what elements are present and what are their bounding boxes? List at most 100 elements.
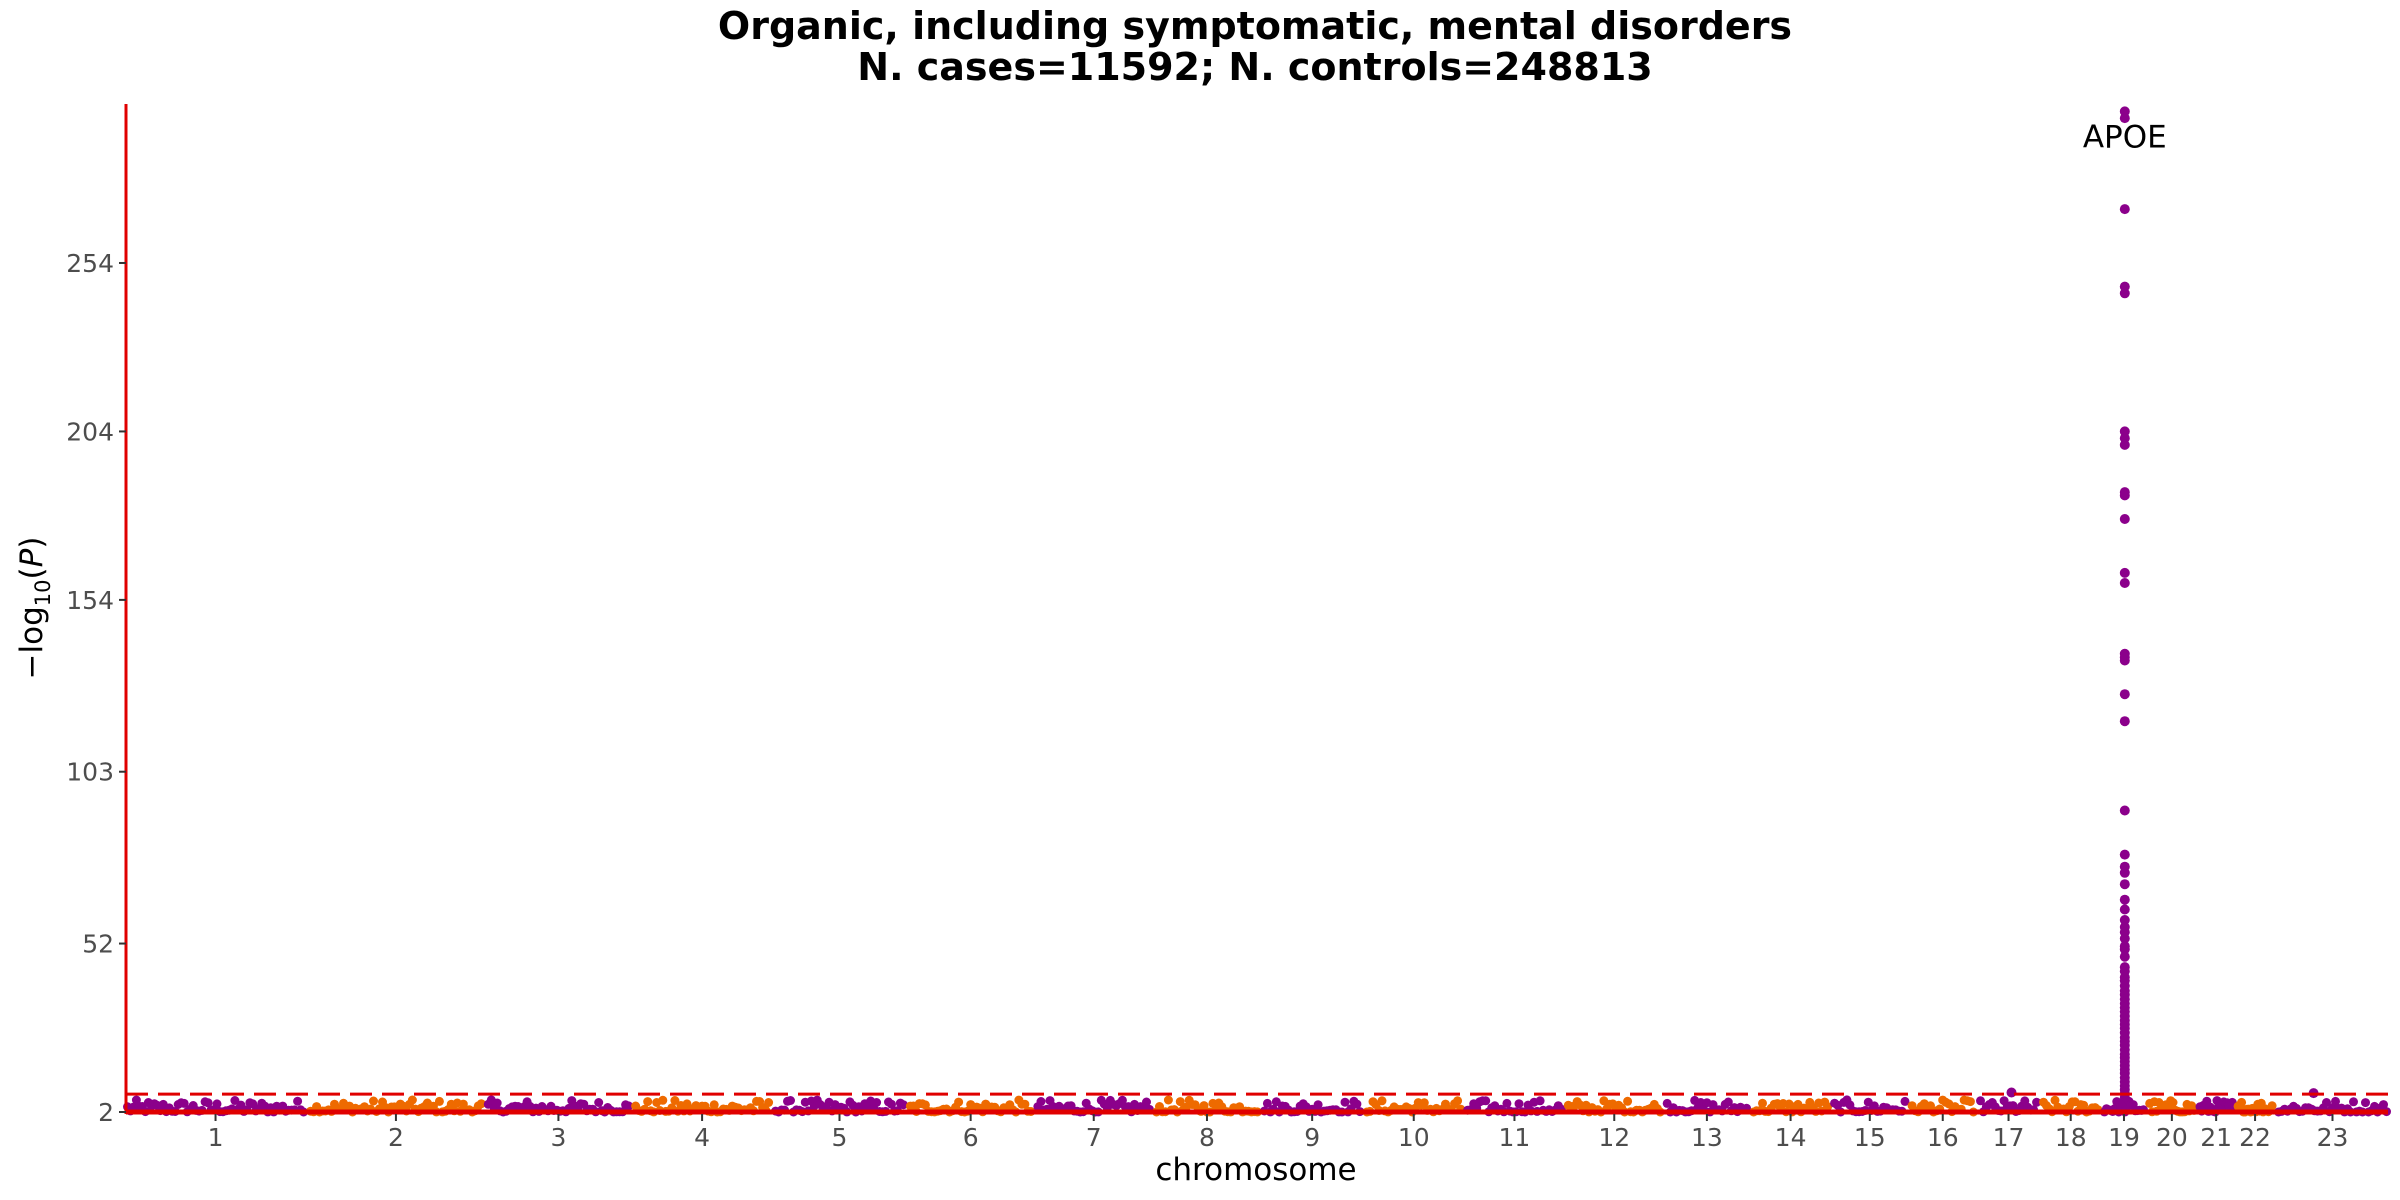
x-tick-label: 8 xyxy=(1199,1123,1215,1152)
snp-point xyxy=(2079,1100,2089,1110)
chart-title-line-1: Organic, including symptomatic, mental d… xyxy=(717,4,1793,48)
snp-point xyxy=(954,1097,964,1107)
snp-point xyxy=(1020,1099,1030,1109)
y-tick-label: 154 xyxy=(66,586,114,615)
snp-point xyxy=(658,1095,668,1105)
peak-layer xyxy=(2006,106,2319,1103)
x-tick-label: 15 xyxy=(1854,1123,1886,1152)
x-tick-label: 23 xyxy=(2317,1123,2349,1152)
apoe-snp-point xyxy=(2119,490,2130,501)
snp-point xyxy=(898,1100,908,1110)
y-tick-label: 254 xyxy=(66,249,114,278)
apoe-locus-points xyxy=(2119,106,2130,1103)
snp-point xyxy=(407,1095,417,1105)
apoe-snp-point xyxy=(2119,933,2130,944)
snp-point xyxy=(1352,1099,1362,1109)
x-tick-label: 4 xyxy=(694,1123,710,1152)
snp-point xyxy=(1976,1096,1985,1106)
apoe-snp-point xyxy=(2119,951,2130,962)
snp-point xyxy=(434,1096,444,1106)
apoe-snp-point xyxy=(2119,288,2130,299)
apoe-snp-point xyxy=(2119,904,2130,915)
snp-point xyxy=(1142,1097,1151,1107)
snp-point xyxy=(1758,1098,1767,1108)
apoe-snp-point xyxy=(2119,689,2130,700)
snp-point xyxy=(682,1099,692,1109)
snp-point xyxy=(1262,1098,1272,1108)
x-axis-ticks: 1 2 3 4 5 6 7 8 9 10 11 12 13 14 15 16 17 18 19 20 21 22 23 xyxy=(208,1114,2349,1152)
snp-point xyxy=(2032,1097,2042,1107)
apoe-snp-point xyxy=(2119,514,2130,524)
snp-point xyxy=(594,1098,604,1107)
x-tick-label: 2 xyxy=(388,1123,404,1152)
snp-point xyxy=(2379,1100,2388,1110)
y-tick-label: 52 xyxy=(82,930,114,959)
snp-point xyxy=(709,1100,719,1110)
x-tick-label: 11 xyxy=(1499,1123,1531,1152)
x-tick-label: 20 xyxy=(2156,1123,2188,1152)
snp-point xyxy=(492,1098,502,1108)
snp-point xyxy=(2331,1096,2340,1106)
snp-point xyxy=(1377,1096,1387,1106)
x-tick-label: 16 xyxy=(1927,1123,1959,1152)
apoe-snp-point xyxy=(2119,879,2130,890)
snp-point xyxy=(476,1099,486,1109)
snp-point xyxy=(670,1096,680,1105)
snp-point xyxy=(293,1096,303,1106)
apoe-snp-point xyxy=(2119,578,2130,588)
apoe-snp-point xyxy=(2119,867,2130,878)
apoe-snp-point xyxy=(2119,894,2130,905)
snp-point xyxy=(643,1097,653,1107)
snp-point xyxy=(1535,1096,1545,1106)
x-tick-label: 17 xyxy=(1993,1123,2025,1152)
x-tick-label: 12 xyxy=(1598,1123,1630,1152)
x-axis-title: chromosome xyxy=(1155,1152,1356,1188)
snp-point xyxy=(764,1098,774,1107)
snp-point xyxy=(786,1096,795,1105)
apoe-annotation: APOE xyxy=(2083,119,2167,155)
chromosome-1-points xyxy=(123,1095,309,1117)
x-tick-label: 1 xyxy=(208,1123,224,1152)
apoe-snp-point xyxy=(2119,204,2130,215)
y-axis-ticks: 2 52 103 154 204 254 xyxy=(66,249,126,1127)
apoe-snp-point xyxy=(2119,849,2130,860)
x-tick-label: 9 xyxy=(1304,1123,1320,1152)
x-tick-label: 22 xyxy=(2239,1123,2271,1152)
apoe-snp-point xyxy=(2119,567,2130,578)
snp-point xyxy=(1723,1097,1733,1107)
x-tick-label: 21 xyxy=(2200,1123,2232,1152)
snp-point xyxy=(1965,1097,1975,1107)
apoe-snp-point xyxy=(2119,915,2130,925)
snp-point xyxy=(1502,1098,1512,1108)
snp-point xyxy=(887,1099,896,1109)
snp-point xyxy=(1900,1096,1910,1106)
snp-point xyxy=(203,1098,213,1108)
y-tick-label: 103 xyxy=(66,758,114,787)
chart-title-line-2: N. cases=11592; N. controls=248813 xyxy=(857,45,1653,89)
snp-point xyxy=(1340,1097,1350,1107)
snp-point xyxy=(1313,1100,1323,1110)
snp-point xyxy=(1175,1097,1185,1107)
snp-point xyxy=(2361,1098,2370,1108)
snp-point xyxy=(1823,1102,1833,1112)
x-tick-label: 6 xyxy=(963,1123,979,1152)
snp-point xyxy=(2349,1097,2358,1107)
snp-point xyxy=(872,1098,882,1107)
x-tick-label: 3 xyxy=(550,1123,566,1152)
apoe-snp-point xyxy=(2119,439,2130,450)
apoe-snp-point xyxy=(2119,805,2130,816)
apoe-snp-point xyxy=(2119,113,2130,124)
y-axis-title: −log10(P) xyxy=(14,537,55,680)
snp-point xyxy=(1163,1095,1173,1105)
snp-point xyxy=(2050,1095,2060,1105)
apoe-snp-point xyxy=(2119,944,2130,955)
peak-point-chr17 xyxy=(2006,1087,2017,1098)
snp-point xyxy=(2322,1098,2331,1107)
snp-point xyxy=(1453,1096,1463,1106)
apoe-snp-point xyxy=(2119,655,2130,666)
x-tick-label: 18 xyxy=(2055,1123,2087,1152)
snp-point xyxy=(369,1096,378,1106)
snp-point xyxy=(179,1098,189,1108)
snp-point xyxy=(1036,1097,1046,1106)
